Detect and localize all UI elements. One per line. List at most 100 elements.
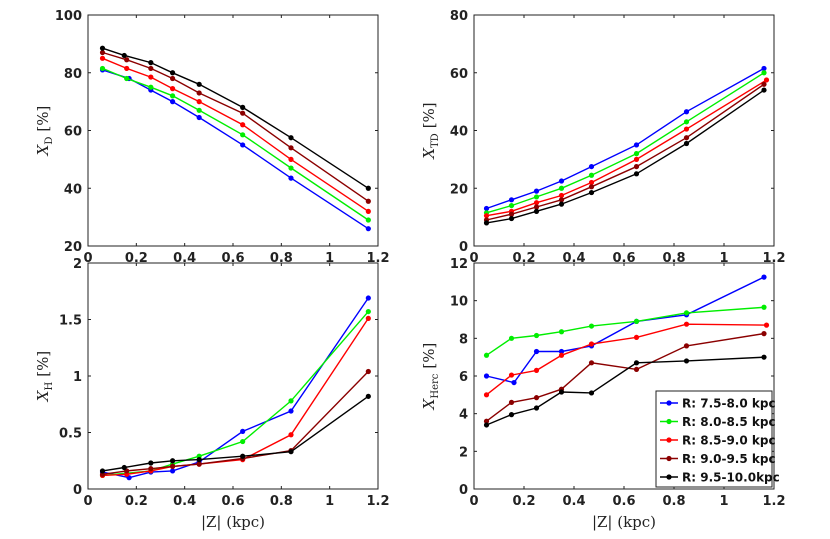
data-point bbox=[508, 412, 515, 418]
data-point bbox=[533, 194, 540, 200]
y-tick-label: 8 bbox=[459, 332, 468, 347]
data-point bbox=[533, 348, 540, 355]
data-point bbox=[121, 52, 127, 59]
data-point bbox=[633, 334, 640, 340]
y-label-symbol: X bbox=[420, 397, 438, 410]
x-tick-label: 0.8 bbox=[270, 494, 293, 509]
series-line-2 bbox=[486, 79, 767, 217]
data-point bbox=[148, 466, 154, 472]
y-tick-label: 0.5 bbox=[59, 427, 82, 442]
y-tick-label: 2 bbox=[73, 257, 82, 272]
data-point bbox=[365, 185, 371, 191]
x-tick-label: 1.2 bbox=[366, 251, 389, 266]
data-point bbox=[288, 398, 294, 404]
data-point bbox=[365, 226, 371, 232]
data-point bbox=[683, 140, 690, 147]
data-point bbox=[365, 368, 371, 375]
series-line-1 bbox=[486, 306, 765, 356]
data-point bbox=[483, 213, 490, 219]
y-axis-label: XD [%] bbox=[34, 106, 55, 157]
y-label-symbol: X bbox=[34, 389, 52, 402]
y-tick-label: 6 bbox=[459, 370, 468, 385]
data-point bbox=[288, 165, 294, 171]
legend-swatch-marker bbox=[666, 474, 672, 480]
y-tick-label: 40 bbox=[450, 125, 468, 140]
data-point bbox=[148, 60, 154, 66]
x-axis-label: |Z| (kpc) bbox=[592, 513, 656, 531]
data-point bbox=[763, 77, 770, 83]
y-axis-label: XHerc [%] bbox=[420, 343, 441, 411]
data-point bbox=[761, 274, 767, 280]
data-point bbox=[558, 192, 565, 199]
axes-box bbox=[87, 262, 379, 490]
data-point bbox=[588, 172, 595, 178]
data-point bbox=[196, 90, 202, 96]
x-tick-label: 0.4 bbox=[173, 494, 196, 509]
data-point bbox=[365, 393, 371, 399]
y-tick-label: 12 bbox=[450, 257, 468, 272]
y-label-symbol: X bbox=[34, 143, 52, 156]
data-point bbox=[533, 405, 540, 411]
y-tick-label: 20 bbox=[450, 182, 468, 197]
x-tick-label: 0.8 bbox=[662, 494, 685, 509]
y-tick-label: 40 bbox=[64, 182, 82, 197]
legend-entry: R: 7.5-8.0 kpc bbox=[682, 397, 776, 411]
data-point bbox=[124, 57, 130, 63]
data-point bbox=[365, 208, 371, 214]
data-point bbox=[196, 114, 202, 121]
y-label-subscript: H bbox=[44, 382, 55, 391]
data-point bbox=[288, 145, 294, 151]
legend-entry: R: 8.5-9.0 kpc bbox=[682, 434, 776, 448]
data-point bbox=[633, 142, 640, 148]
data-point bbox=[288, 432, 294, 438]
data-point bbox=[148, 74, 154, 80]
data-point bbox=[508, 372, 515, 378]
data-point bbox=[633, 156, 640, 162]
data-point bbox=[533, 395, 540, 401]
data-point bbox=[99, 468, 106, 474]
data-point bbox=[288, 449, 294, 455]
y-tick-label: 80 bbox=[450, 9, 468, 24]
data-point bbox=[148, 65, 154, 72]
data-point bbox=[365, 295, 371, 301]
data-point bbox=[148, 460, 154, 466]
y-tick-label: 1.5 bbox=[59, 314, 82, 329]
x-tick-label: 1.2 bbox=[366, 494, 389, 509]
data-point bbox=[683, 321, 690, 327]
data-point bbox=[533, 367, 540, 373]
data-point bbox=[763, 322, 770, 328]
data-point bbox=[683, 358, 690, 364]
data-point bbox=[483, 373, 490, 379]
data-point bbox=[196, 81, 202, 87]
series-line-3 bbox=[486, 83, 765, 221]
data-point bbox=[483, 422, 490, 428]
x-tick-label: 0 bbox=[83, 251, 92, 266]
legend-swatch-marker bbox=[666, 418, 672, 425]
data-point bbox=[240, 428, 246, 434]
y-tick-label: 20 bbox=[64, 240, 82, 255]
legend: R: 7.5-8.0 kpc R: 8.0-8.5 kpc R: 8.5-9.0 k… bbox=[655, 390, 780, 488]
x-tick-label: 0.6 bbox=[612, 494, 635, 509]
data-point bbox=[508, 335, 515, 341]
x-tick-label: 1.2 bbox=[762, 251, 785, 266]
data-point bbox=[99, 65, 106, 72]
data-point bbox=[558, 352, 565, 358]
data-point bbox=[683, 119, 690, 125]
y-label-subscript: TD bbox=[430, 133, 441, 148]
data-point bbox=[633, 163, 640, 170]
data-point bbox=[365, 308, 371, 315]
data-point bbox=[558, 178, 565, 184]
data-point bbox=[533, 208, 540, 214]
data-point bbox=[588, 341, 595, 347]
data-point bbox=[124, 65, 130, 72]
data-point bbox=[169, 86, 176, 92]
data-point bbox=[240, 104, 246, 110]
data-point bbox=[683, 135, 690, 141]
x-tick-label: 0.2 bbox=[125, 251, 148, 266]
data-point bbox=[483, 205, 490, 212]
y-label-unit: [%] bbox=[420, 343, 438, 369]
data-point bbox=[288, 408, 294, 414]
series-line-0 bbox=[486, 276, 765, 384]
data-point bbox=[240, 110, 246, 116]
x-tick-label: 1 bbox=[719, 494, 728, 509]
